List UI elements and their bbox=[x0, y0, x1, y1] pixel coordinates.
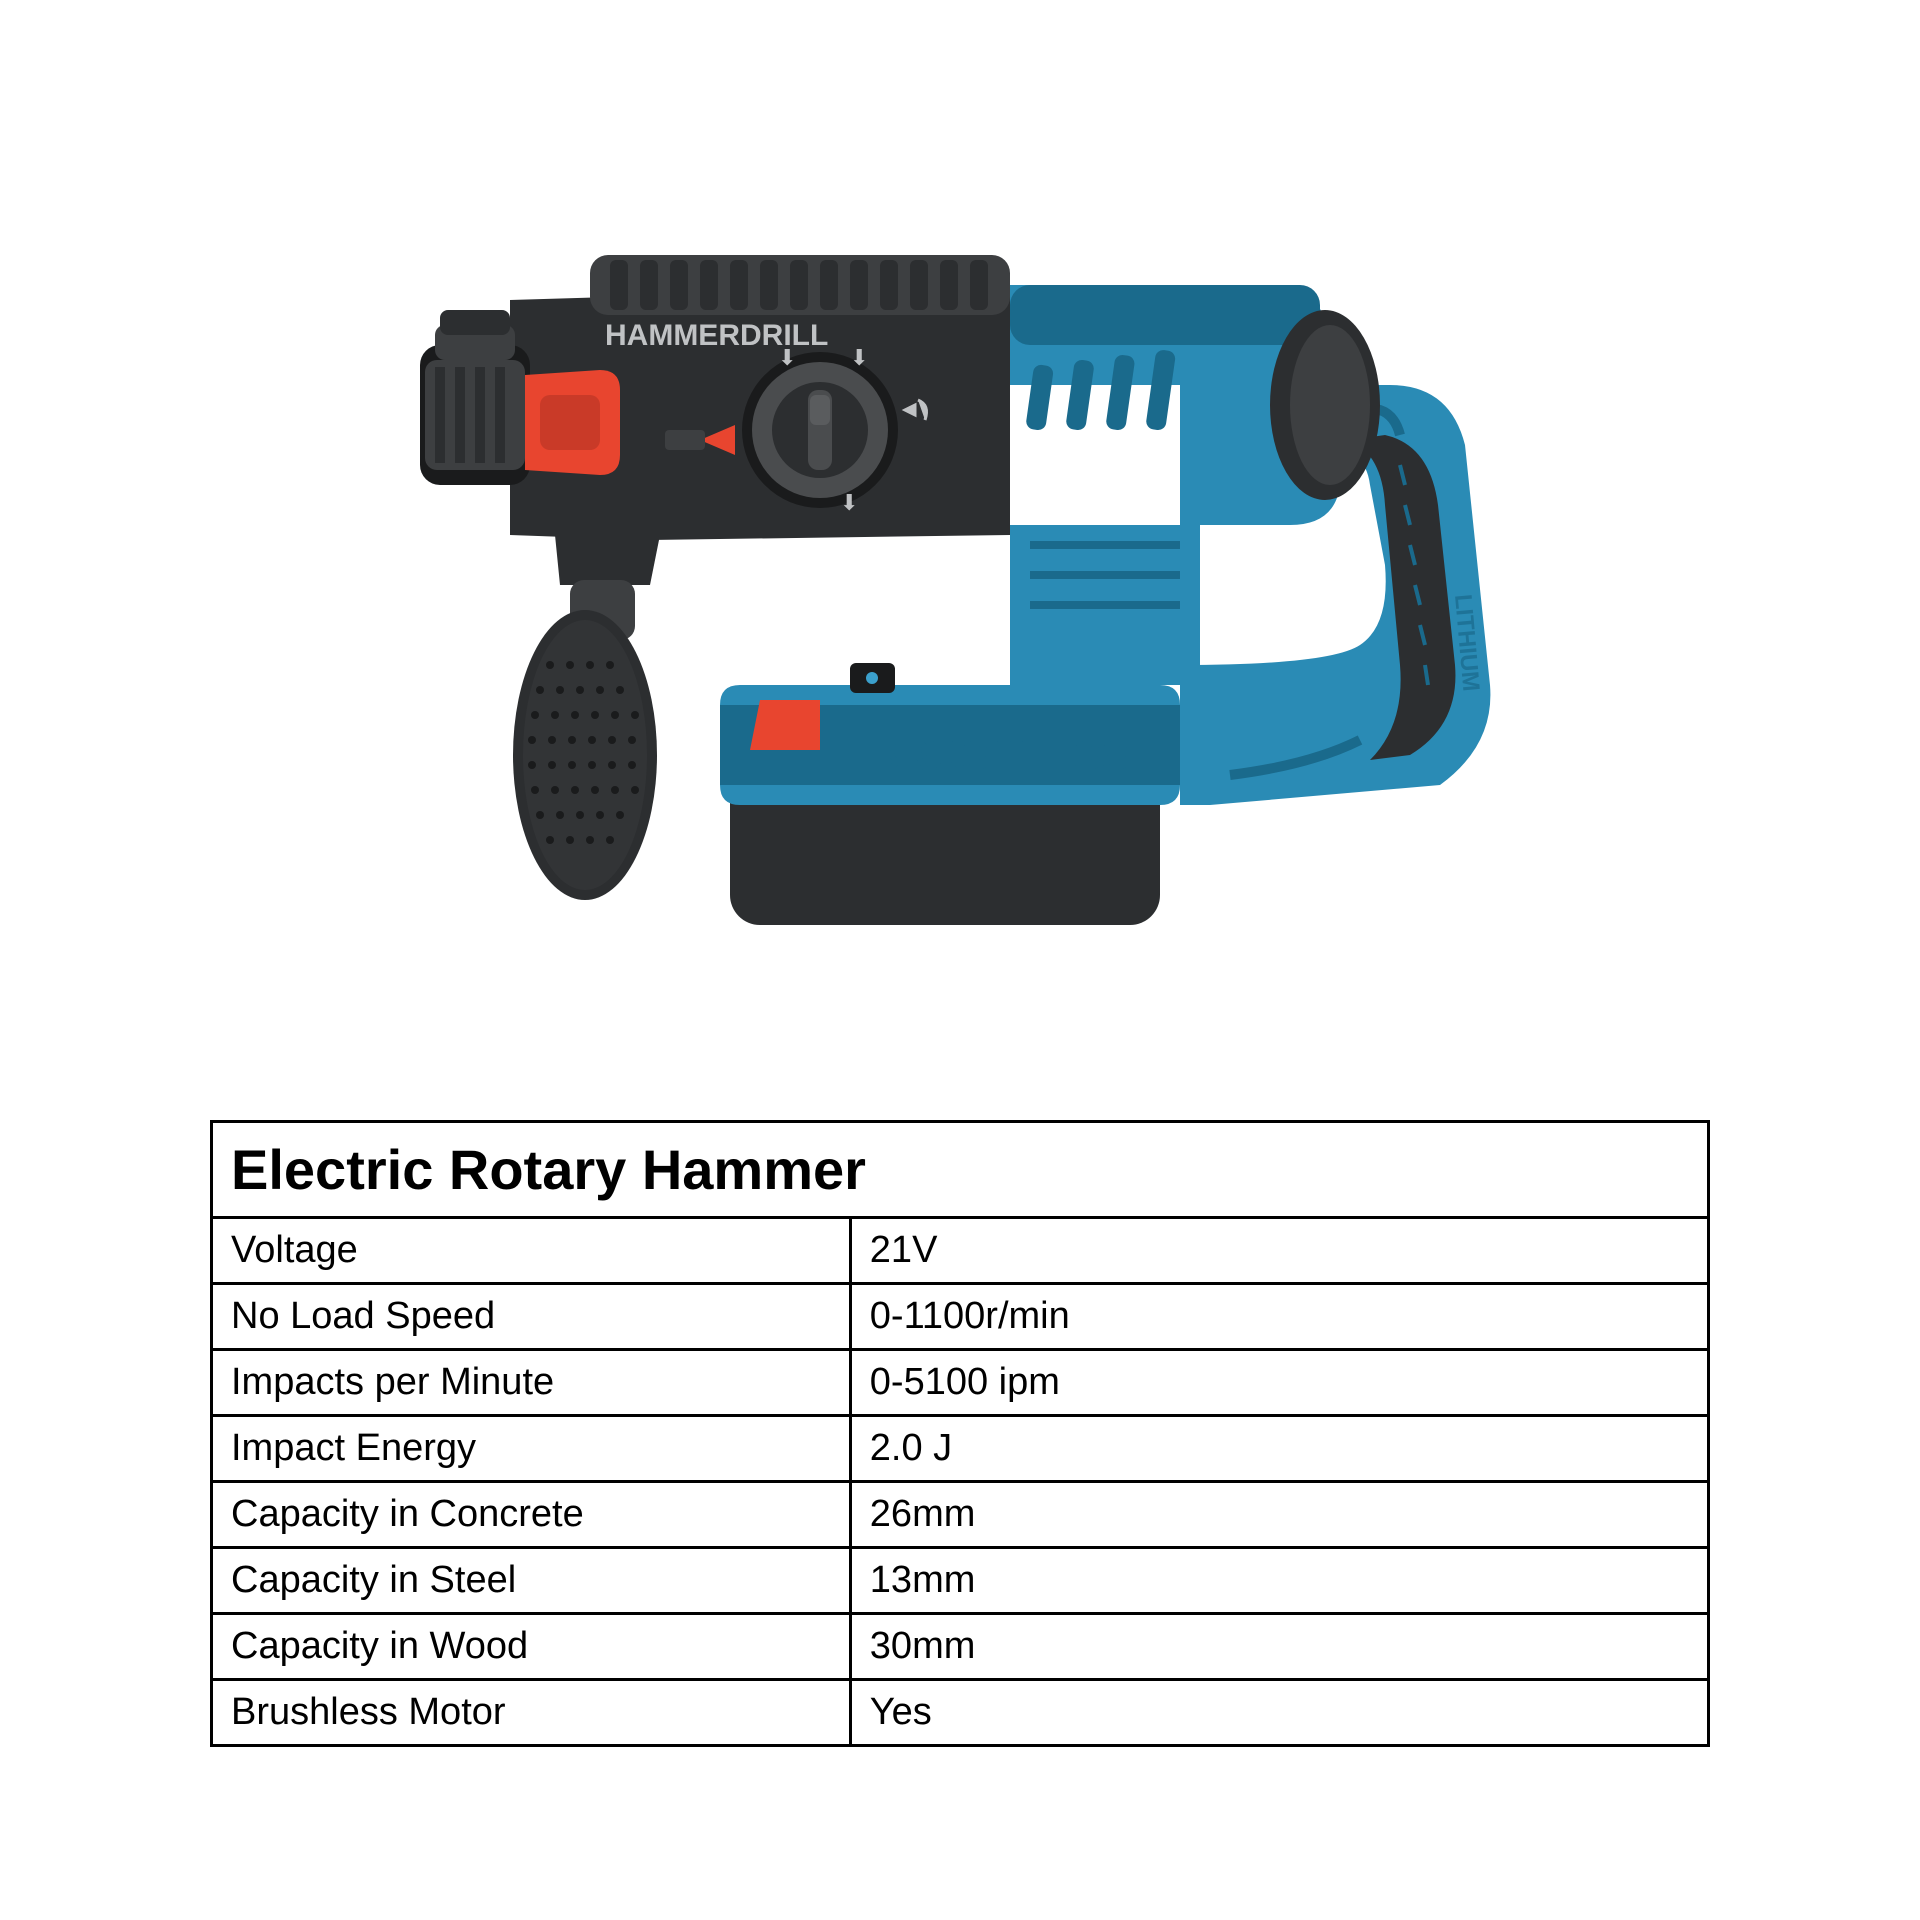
table-row: Capacity in Concrete 26mm bbox=[212, 1482, 1709, 1548]
table-row: Brushless Motor Yes bbox=[212, 1680, 1709, 1746]
table-row: Capacity in Steel 13mm bbox=[212, 1548, 1709, 1614]
spec-value: 21V bbox=[850, 1218, 1708, 1284]
product-image-container: BRUSHLESS LITHIUM bbox=[210, 120, 1710, 1020]
spec-value: 0-5100 ipm bbox=[850, 1350, 1708, 1416]
hammer-drill-illustration: BRUSHLESS LITHIUM bbox=[310, 145, 1610, 995]
spec-label: Impacts per Minute bbox=[212, 1350, 851, 1416]
specifications-table: Electric Rotary Hammer Voltage 21V No Lo… bbox=[210, 1120, 1710, 1747]
spec-table-body: Voltage 21V No Load Speed 0-1100r/min Im… bbox=[212, 1218, 1709, 1746]
spec-table-title: Electric Rotary Hammer bbox=[212, 1122, 1709, 1218]
spec-value: 0-1100r/min bbox=[850, 1284, 1708, 1350]
svg-text:⬇: ⬇ bbox=[778, 345, 796, 370]
svg-text:⬇: ⬇ bbox=[840, 490, 858, 515]
spec-label: No Load Speed bbox=[212, 1284, 851, 1350]
spec-value: 26mm bbox=[850, 1482, 1708, 1548]
spec-value: 2.0 J bbox=[850, 1416, 1708, 1482]
table-row: Impact Energy 2.0 J bbox=[212, 1416, 1709, 1482]
table-row: Impacts per Minute 0-5100 ipm bbox=[212, 1350, 1709, 1416]
battery-brushless-label: BRUSHLESS bbox=[870, 732, 1129, 779]
spec-value: 30mm bbox=[850, 1614, 1708, 1680]
table-row: No Load Speed 0-1100r/min bbox=[212, 1284, 1709, 1350]
table-row: Voltage 21V bbox=[212, 1218, 1709, 1284]
spec-label: Capacity in Steel bbox=[212, 1548, 851, 1614]
spec-label: Capacity in Concrete bbox=[212, 1482, 851, 1548]
spec-label: Capacity in Wood bbox=[212, 1614, 851, 1680]
spec-label: Brushless Motor bbox=[212, 1680, 851, 1746]
spec-label: Voltage bbox=[212, 1218, 851, 1284]
spec-value: 13mm bbox=[850, 1548, 1708, 1614]
table-row: Capacity in Wood 30mm bbox=[212, 1614, 1709, 1680]
spec-label: Impact Energy bbox=[212, 1416, 851, 1482]
spec-value: Yes bbox=[850, 1680, 1708, 1746]
svg-text:⬇: ⬇ bbox=[850, 345, 868, 370]
